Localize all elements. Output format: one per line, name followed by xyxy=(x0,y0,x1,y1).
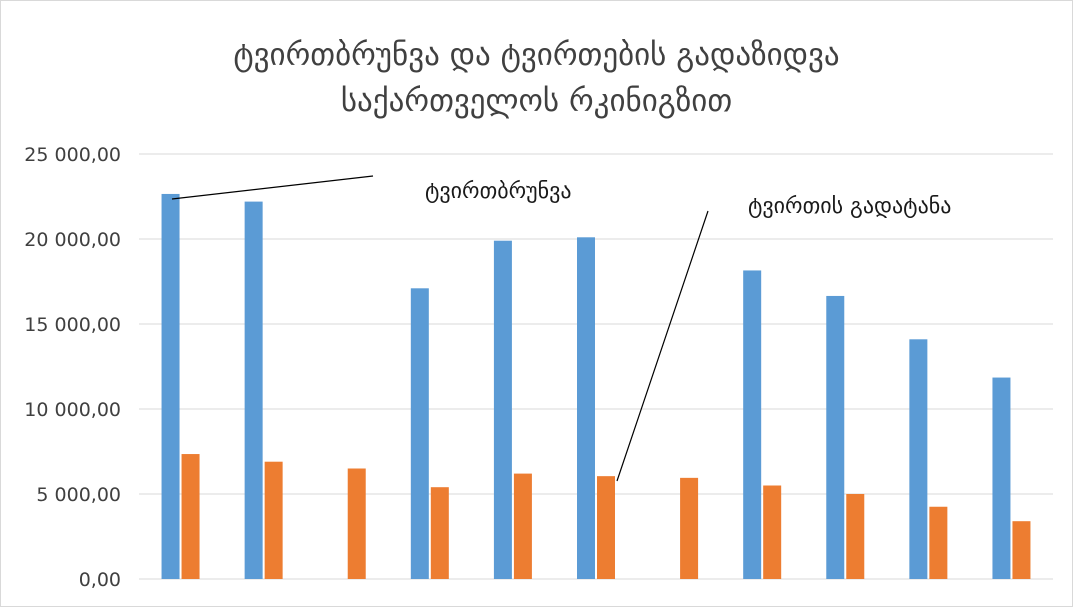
bars xyxy=(161,193,1031,580)
bar-series-2-8 xyxy=(763,485,782,579)
bar-series-1-1 xyxy=(161,193,180,579)
bar-series-2-5 xyxy=(513,473,532,579)
annotation-label-1: ტვირთბრუნვა xyxy=(425,179,572,204)
chart-title-line-1: ტვირთბრუნვა და ტვირთების გადაზიდვა xyxy=(233,37,840,73)
bar-series-2-3 xyxy=(347,468,366,579)
bar-series-1-5 xyxy=(493,240,512,579)
bar-series-2-6 xyxy=(597,476,615,579)
y-tick-label: 5 000,00 xyxy=(36,484,121,506)
bar-series-2-2 xyxy=(264,461,283,579)
bar-series-1-8 xyxy=(743,270,762,579)
chart-title: ტვირთბრუნვა და ტვირთების გადაზიდვა საქარ… xyxy=(0,32,1073,124)
annotation-leader-line-2 xyxy=(616,210,709,482)
bar-series-1-11 xyxy=(992,377,1011,579)
y-tick-label: 0,00 xyxy=(79,569,121,591)
chart-title-line-2: საქართველოს რკინიგზით xyxy=(340,83,733,119)
bar-series-2-1 xyxy=(181,454,200,579)
y-tick-label: 20 000,00 xyxy=(24,229,121,251)
bar-series-1-6 xyxy=(577,237,595,580)
annotation-label-2: ტვირთის გადატანა xyxy=(748,194,951,219)
bar-series-1-2 xyxy=(244,201,263,579)
annotation-leader-line-1 xyxy=(171,175,374,200)
bar-series-2-4 xyxy=(430,487,449,579)
annotations: ტვირთბრუნვა ტვირთის გადატანა xyxy=(171,175,951,482)
gridlines xyxy=(139,153,1053,580)
bar-series-1-4 xyxy=(410,288,429,579)
y-tick-label: 10 000,00 xyxy=(24,399,121,421)
bar-series-2-9 xyxy=(846,494,865,579)
bar-series-2-10 xyxy=(929,506,948,579)
y-axis-ticks: 0,00 5 000,00 10 000,00 15 000,00 20 000,00 2… xyxy=(24,144,121,591)
bar-series-2-11 xyxy=(1012,521,1031,579)
y-tick-label: 15 000,00 xyxy=(24,314,121,336)
y-tick-label: 25 000,00 xyxy=(24,144,121,166)
bar-series-1-10 xyxy=(909,339,928,579)
bar-series-2-7 xyxy=(680,477,699,579)
bar-series-1-9 xyxy=(826,295,845,579)
